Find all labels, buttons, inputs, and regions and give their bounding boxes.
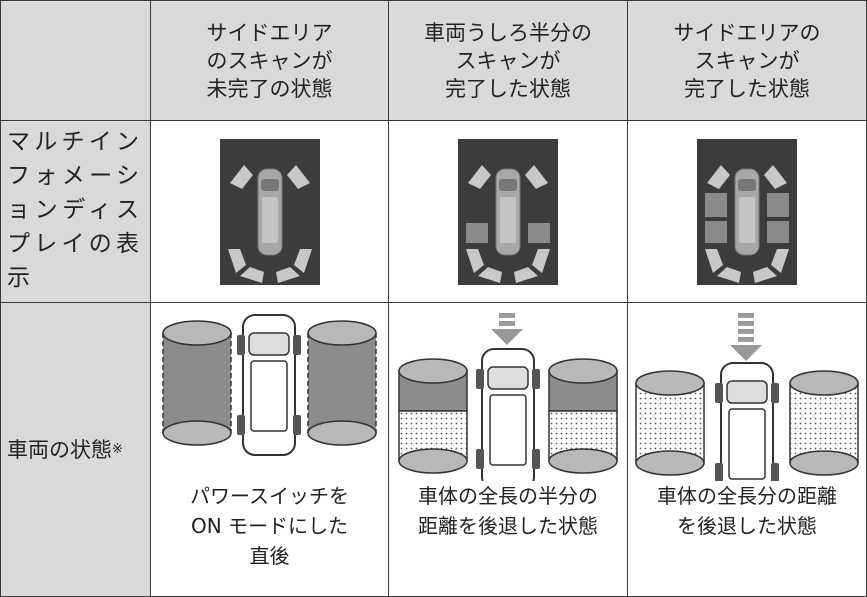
row-label: 車両の状態 ※ xyxy=(1,303,150,596)
display-image xyxy=(458,138,558,285)
display-cell xyxy=(628,121,866,302)
display-image xyxy=(219,138,320,285)
caption: 車体の全長の半分の 距離を後退した状態 xyxy=(418,484,598,538)
caption: パワースイッチを ON モードにした 直後 xyxy=(190,484,349,568)
display-image xyxy=(697,138,797,285)
vehicle-image xyxy=(398,313,618,481)
corner-cell xyxy=(1,1,150,120)
note-mark: ※ xyxy=(112,441,123,457)
vehicle-cell: 車体の全長分の距離 を後退した状態 xyxy=(628,303,866,596)
vehicle-cell: 車体の全長の半分の 距離を後退した状態 xyxy=(389,303,627,596)
display-cell xyxy=(389,121,627,302)
header-cell: サイドエリアの スキャンが 完了した状態 xyxy=(628,1,866,120)
caption: 車体の全長分の距離 を後退した状態 xyxy=(657,484,837,538)
vehicle-image xyxy=(162,314,377,456)
row-label: マルチインフォメーションディスプレイの表示 xyxy=(1,121,150,302)
header-cell: 車両うしろ半分の スキャンが 完了した状態 xyxy=(389,1,627,120)
vehicle-image xyxy=(635,313,859,481)
vehicle-cell: パワースイッチを ON モードにした 直後 xyxy=(151,303,388,596)
display-cell xyxy=(151,121,388,302)
header-cell: サイドエリア のスキャンが 未完了の状態 xyxy=(151,1,388,120)
label-text: 車両の状態 xyxy=(7,437,112,462)
